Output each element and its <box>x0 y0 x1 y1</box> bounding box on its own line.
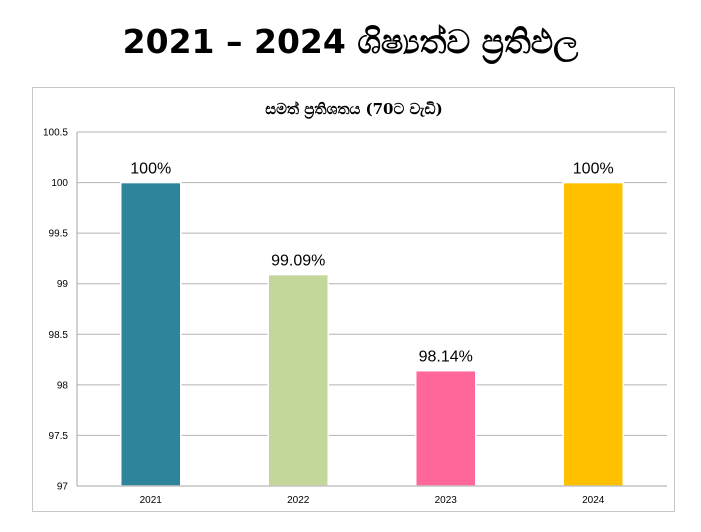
chart-title: සමත් ප්‍රතිශතය (70ට වැඩි) <box>265 100 442 120</box>
y-tick-label: 98.5 <box>49 330 69 341</box>
y-tick-label: 100.5 <box>43 128 68 139</box>
y-tick-label: 99.5 <box>49 229 69 240</box>
x-tick-label: 2021 <box>140 495 163 506</box>
y-tick-label: 98 <box>57 380 69 391</box>
y-axis-tick-labels: 97 97.5 98 98.5 99 99.5 100 100.5 <box>43 128 68 493</box>
bar-2024 <box>562 181 624 487</box>
x-tick-label: 2023 <box>435 495 458 506</box>
bar-2021 <box>120 181 182 487</box>
data-label: 100% <box>130 161 171 178</box>
y-tick-label: 100 <box>51 178 68 189</box>
y-tick-label: 99 <box>57 279 69 290</box>
bars <box>120 181 624 487</box>
x-tick-label: 2024 <box>582 495 605 506</box>
bar-2023 <box>415 369 477 487</box>
y-tick-label: 97.5 <box>49 431 69 442</box>
data-label: 100% <box>573 161 614 178</box>
slide-title: 2021 – 2024 ශිෂ්‍යත්ව ප්‍රතිඵල <box>122 22 579 61</box>
data-label: 98.14% <box>419 349 473 366</box>
y-tick-label: 97 <box>57 482 69 493</box>
data-label: 99.09% <box>271 253 325 270</box>
data-labels: 100% 99.09% 98.14% 100% <box>130 161 613 366</box>
x-axis-tick-labels: 2021 2022 2023 2024 <box>140 495 605 506</box>
bar-2022 <box>267 273 329 487</box>
x-tick-label: 2022 <box>287 495 310 506</box>
